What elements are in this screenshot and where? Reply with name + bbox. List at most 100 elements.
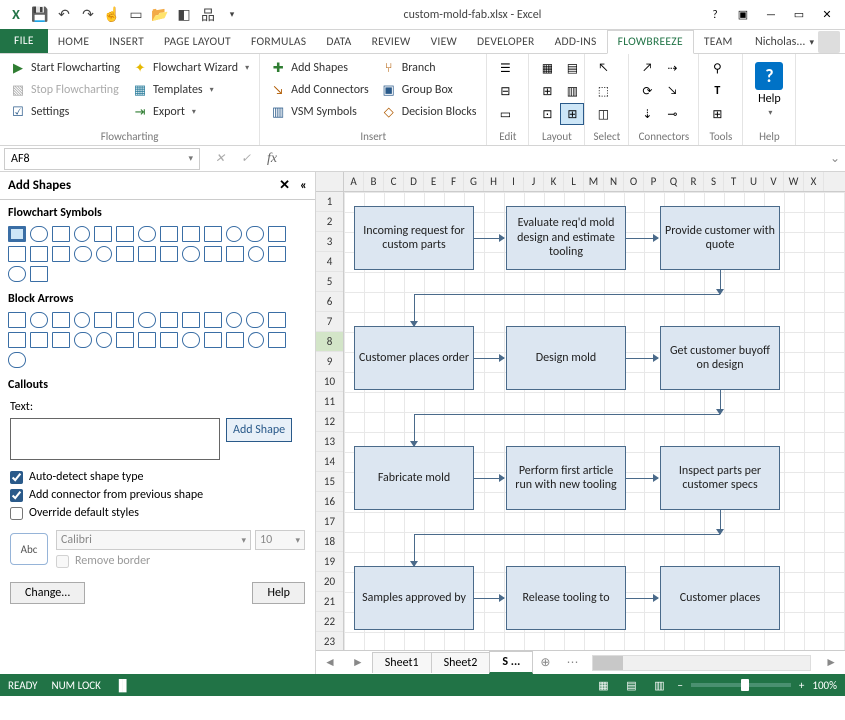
tab-page-layout[interactable]: PAGE LAYOUT: [154, 31, 241, 53]
shape-palette-item[interactable]: [8, 312, 26, 328]
formula-expand-icon[interactable]: ⌄: [825, 151, 845, 166]
tools-btn-2[interactable]: T: [705, 80, 729, 102]
tab-view[interactable]: VIEW: [421, 31, 467, 53]
layout-btn-3[interactable]: ⊞: [535, 80, 559, 102]
tab-flowbreeze[interactable]: FLOWBREEZE: [607, 30, 694, 54]
start-flowcharting-button[interactable]: ▶Start Flowcharting: [6, 57, 124, 79]
qat-touch-icon[interactable]: ☝: [101, 4, 123, 26]
shape-palette-item[interactable]: [182, 226, 200, 242]
cancel-formula-icon[interactable]: ✕: [208, 149, 232, 169]
shape-palette-item[interactable]: [116, 332, 134, 348]
layout-btn-5[interactable]: ⊡: [535, 103, 559, 125]
flowchart-box[interactable]: Samples approved by: [354, 566, 474, 630]
qat-org-icon[interactable]: 品: [197, 4, 219, 26]
column-header[interactable]: F: [444, 172, 464, 191]
shape-palette-item[interactable]: [138, 312, 156, 328]
ribbon-display-icon[interactable]: ▣: [730, 5, 756, 25]
shape-palette-item[interactable]: [30, 226, 48, 242]
row-header[interactable]: 19: [316, 552, 343, 572]
column-header[interactable]: B: [364, 172, 384, 191]
row-header[interactable]: 6: [316, 292, 343, 312]
shape-palette-item[interactable]: [204, 226, 222, 242]
scroll-right-icon[interactable]: ►: [817, 655, 845, 670]
view-page-layout-icon[interactable]: ▤: [621, 677, 641, 693]
sheet-nav-prev-icon[interactable]: ◄: [316, 655, 344, 670]
tabs-more-icon[interactable]: ⋯: [558, 655, 586, 670]
sheet-tab[interactable]: Sheet2: [431, 652, 491, 673]
row-header[interactable]: 21: [316, 592, 343, 612]
flowchart-connector[interactable]: [720, 270, 721, 294]
shape-palette-item[interactable]: [248, 246, 264, 262]
font-combo[interactable]: Calibri▾: [56, 530, 251, 550]
column-header[interactable]: A: [344, 172, 364, 191]
shape-palette-item[interactable]: [74, 226, 90, 242]
check-autodetect[interactable]: Auto-detect shape type: [10, 470, 305, 484]
tab-formulas[interactable]: FORMULAS: [241, 31, 316, 53]
help-icon[interactable]: ?: [702, 5, 728, 25]
excel-icon[interactable]: X: [5, 4, 27, 26]
flowchart-connector[interactable]: [720, 510, 721, 534]
settings-button[interactable]: ☑Settings: [6, 101, 124, 123]
shape-palette-item[interactable]: [52, 246, 70, 262]
zoom-in-icon[interactable]: +: [799, 679, 804, 692]
flowchart-box[interactable]: Inspect parts per customer specs: [660, 446, 780, 510]
column-header[interactable]: W: [784, 172, 804, 191]
tab-addins[interactable]: ADD-INS: [545, 31, 607, 53]
shape-palette-item[interactable]: [204, 332, 222, 348]
flowchart-arrow[interactable]: [626, 358, 658, 359]
shape-palette-item[interactable]: [52, 332, 70, 348]
shape-palette-item[interactable]: [248, 332, 264, 348]
column-header[interactable]: X: [804, 172, 824, 191]
size-combo[interactable]: 10▾: [255, 530, 305, 550]
column-header[interactable]: Q: [664, 172, 684, 191]
flowchart-box[interactable]: Fabricate mold: [354, 446, 474, 510]
column-header[interactable]: H: [484, 172, 504, 191]
shape-palette-item[interactable]: [182, 312, 200, 328]
shape-palette-item[interactable]: [204, 246, 222, 262]
cells-canvas[interactable]: Incoming request for custom partsEvaluat…: [344, 192, 845, 650]
row-header[interactable]: 22: [316, 612, 343, 632]
column-header[interactable]: V: [764, 172, 784, 191]
edit-btn-3[interactable]: ▭: [493, 103, 517, 125]
shape-palette-item[interactable]: [138, 226, 156, 242]
flowchart-connector[interactable]: [414, 534, 415, 566]
flowchart-connector[interactable]: [414, 294, 415, 326]
flowchart-connector[interactable]: [414, 294, 720, 295]
shape-palette-item[interactable]: [268, 312, 286, 328]
zoom-level[interactable]: 100%: [812, 679, 837, 692]
shape-palette-item[interactable]: [160, 226, 178, 242]
add-connectors-button[interactable]: ↘Add Connectors: [266, 79, 373, 101]
shape-palette-item[interactable]: [160, 312, 178, 328]
shape-palette-item[interactable]: [52, 312, 70, 328]
flowchart-arrow[interactable]: [626, 598, 658, 599]
select-btn-2[interactable]: ⬚: [591, 80, 615, 102]
name-box-dropdown-icon[interactable]: ▾: [188, 153, 193, 164]
column-header[interactable]: E: [424, 172, 444, 191]
help-button[interactable]: ? Help ▾: [749, 57, 789, 118]
flowchart-connector[interactable]: [414, 414, 720, 415]
column-header[interactable]: L: [564, 172, 584, 191]
conn-btn-6[interactable]: ⊸: [660, 103, 684, 125]
shape-palette-item[interactable]: [8, 332, 26, 348]
row-header[interactable]: 18: [316, 532, 343, 552]
change-button[interactable]: Change...: [10, 582, 85, 604]
add-shapes-button[interactable]: ✚Add Shapes: [266, 57, 373, 79]
vsm-symbols-button[interactable]: ▥VSM Symbols: [266, 101, 373, 123]
flowchart-arrow[interactable]: [474, 478, 504, 479]
shape-palette-item[interactable]: [74, 332, 92, 348]
view-page-break-icon[interactable]: ▥: [649, 677, 669, 693]
sheet-tab[interactable]: S ...: [489, 651, 533, 674]
group-box-button[interactable]: ▣Group Box: [377, 79, 481, 101]
row-header[interactable]: 9: [316, 352, 343, 372]
tab-team[interactable]: TEAM: [694, 31, 743, 53]
shape-palette-item[interactable]: [74, 246, 92, 262]
column-header[interactable]: R: [684, 172, 704, 191]
column-header[interactable]: P: [644, 172, 664, 191]
row-header[interactable]: 5: [316, 272, 343, 292]
select-btn-3[interactable]: ◫: [591, 103, 615, 125]
row-header[interactable]: 4: [316, 252, 343, 272]
row-header[interactable]: 1: [316, 192, 343, 212]
style-preview[interactable]: Abc: [10, 533, 48, 565]
shape-palette-item[interactable]: [8, 352, 26, 368]
row-header[interactable]: 13: [316, 432, 343, 452]
